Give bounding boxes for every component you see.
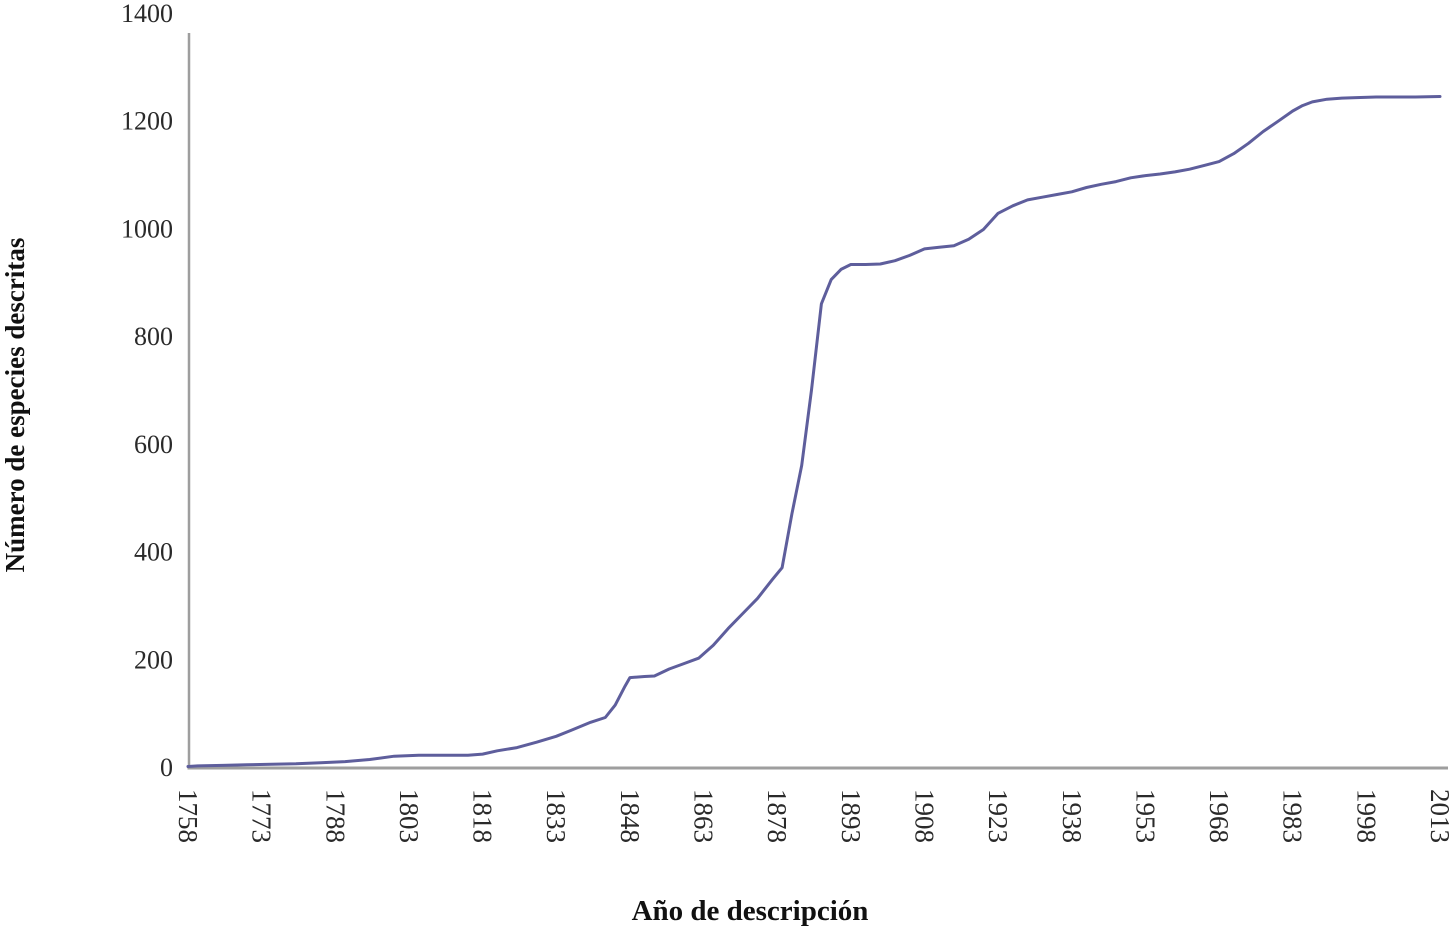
species-cumulative-curve xyxy=(186,95,1442,768)
x-tick-label: 1833 xyxy=(541,789,571,843)
x-tick-label: 1923 xyxy=(983,789,1013,843)
y-tick-label: 1000 xyxy=(121,214,173,243)
y-tick-label: 400 xyxy=(134,538,173,567)
x-tick-label: 1758 xyxy=(173,789,203,843)
x-tick-label: 1848 xyxy=(615,789,645,843)
x-tick-label: 2013 xyxy=(1425,789,1452,843)
x-tick-label: 1803 xyxy=(394,789,424,843)
x-tick-label: 1998 xyxy=(1351,789,1381,843)
x-tick-label: 1908 xyxy=(910,789,940,843)
y-tick-label: 0 xyxy=(160,753,173,782)
x-tick-label: 1788 xyxy=(320,789,350,843)
x-tick-label: 1968 xyxy=(1204,789,1234,843)
x-tick-label: 1983 xyxy=(1278,789,1308,843)
y-axis-tick-labels: 0 200 400 600 800 1000 1200 1400 xyxy=(121,0,173,782)
x-tick-label: 1878 xyxy=(762,789,792,843)
x-axis-title: Año de descripción xyxy=(632,895,869,927)
y-tick-label: 800 xyxy=(134,322,173,351)
y-tick-label: 600 xyxy=(134,430,173,459)
x-tick-label: 1818 xyxy=(468,789,498,843)
x-axis-tick-labels: 1758 1773 1788 1803 1818 1833 1848 1863 1878 1893… xyxy=(173,789,1452,843)
y-tick-label: 1400 xyxy=(121,0,173,28)
y-axis-title: Número de especies descritas xyxy=(0,238,30,573)
y-tick-label: 200 xyxy=(134,645,173,674)
y-tick-label: 1200 xyxy=(121,107,173,136)
x-tick-label: 1953 xyxy=(1130,789,1160,843)
x-tick-label: 1863 xyxy=(689,789,719,843)
x-tick-label: 1938 xyxy=(1057,789,1087,843)
x-tick-label: 1893 xyxy=(836,789,866,843)
x-tick-label: 1773 xyxy=(247,789,277,843)
